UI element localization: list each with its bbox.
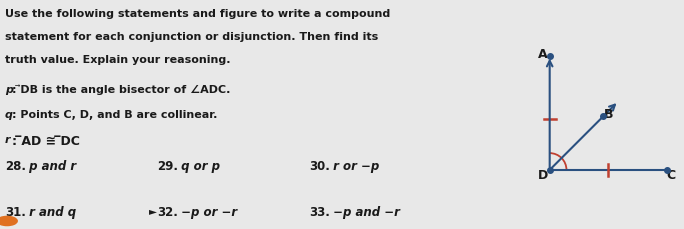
Text: Use the following statements and figure to write a compound: Use the following statements and figure … [5, 9, 391, 19]
Text: 33.: 33. [308, 206, 330, 219]
Text: : ̅AD ≅ ̅DC: : ̅AD ≅ ̅DC [12, 135, 79, 148]
Text: −p and −r: −p and −r [329, 206, 400, 219]
Text: r or −p: r or −p [329, 160, 379, 173]
Text: r and q: r and q [25, 206, 77, 219]
Text: B: B [603, 108, 613, 121]
Text: p and r: p and r [25, 160, 77, 173]
Text: statement for each conjunction or disjunction. Then find its: statement for each conjunction or disjun… [5, 32, 378, 42]
Text: 29.: 29. [157, 160, 178, 173]
Text: : ⃗DB is the angle bisector of ∠ADC.: : ⃗DB is the angle bisector of ∠ADC. [12, 85, 230, 95]
Text: 31.: 31. [5, 206, 26, 219]
Text: A: A [538, 48, 548, 60]
Text: 30.: 30. [308, 160, 330, 173]
Text: q: q [5, 110, 13, 120]
Circle shape [0, 216, 17, 226]
Text: : Points C, D, and B are collinear.: : Points C, D, and B are collinear. [12, 110, 217, 120]
Text: q or p: q or p [177, 160, 220, 173]
Text: −p or −r: −p or −r [177, 206, 237, 219]
Text: 28.: 28. [5, 160, 26, 173]
Text: C: C [666, 169, 675, 182]
Text: p: p [5, 85, 13, 95]
Text: truth value. Explain your reasoning.: truth value. Explain your reasoning. [5, 55, 231, 65]
Text: 32.: 32. [157, 206, 178, 219]
Text: ►: ► [149, 206, 157, 216]
Text: D: D [538, 169, 548, 182]
Text: r: r [5, 135, 10, 145]
